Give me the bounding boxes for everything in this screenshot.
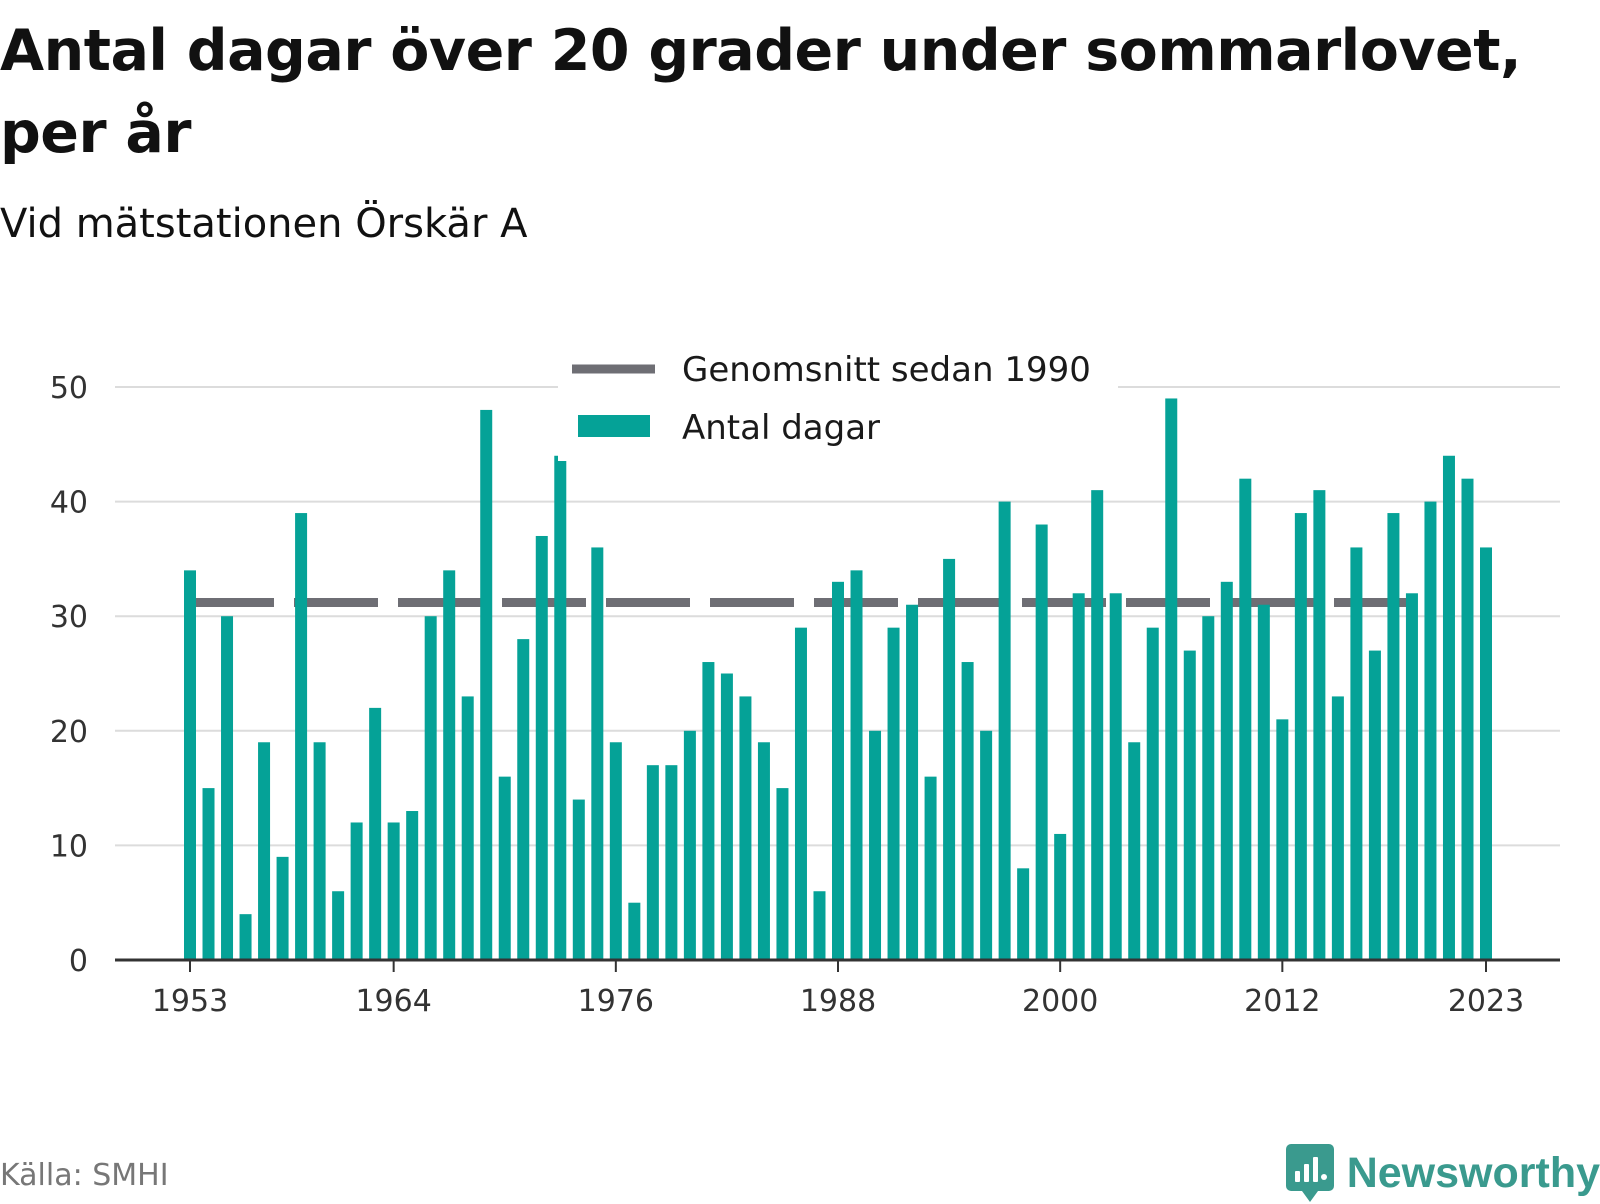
source-note: Källa: SMHI (0, 1158, 169, 1193)
bar-1997 (998, 501, 1011, 960)
bar-1988 (832, 581, 844, 960)
bar-1956 (239, 914, 252, 960)
bar-chart: 0 10 20 30 40 50 1953 1964 1976 1988 2000 2012 2023… (49, 343, 1560, 1019)
bar-1982 (720, 673, 733, 960)
bar-1963 (369, 707, 382, 960)
bar-1968 (461, 696, 474, 960)
bar-1962 (350, 822, 363, 960)
bar-1995 (961, 662, 974, 960)
bar-1972 (535, 535, 548, 960)
bar-2014 (1313, 490, 1326, 960)
bar-2007 (1183, 650, 1196, 960)
bar-2001 (1072, 593, 1085, 960)
bar-1976 (609, 742, 622, 960)
x-tick-label: 1964 (355, 984, 431, 1019)
bar-1985 (776, 788, 789, 960)
bar-1953 (184, 570, 196, 960)
bar-1984 (757, 742, 770, 960)
bar-1961 (332, 891, 345, 960)
bar-1966 (424, 616, 437, 960)
bar-1986 (794, 627, 807, 960)
legend-label-average: Genomsnitt sedan 1990 (682, 350, 1091, 390)
y-tick-label: 20 (50, 715, 88, 750)
x-tick-label: 2023 (1448, 984, 1524, 1019)
legend: Genomsnitt sedan 1990 Antal dagar (558, 343, 1118, 461)
bar-1989 (850, 570, 863, 960)
newsworthy-logo-icon (1285, 1144, 1334, 1202)
bar-2000 (1054, 833, 1067, 960)
bar-1974 (572, 799, 585, 960)
bar-2010 (1239, 478, 1252, 960)
bar-1975 (591, 547, 604, 960)
bar-1977 (628, 902, 641, 960)
bar-2008 (1202, 616, 1215, 960)
bar-1964 (387, 822, 400, 960)
bar-1958 (276, 856, 289, 960)
y-tick-label: 40 (50, 486, 88, 521)
bar-1996 (980, 730, 993, 960)
legend-label-bars: Antal dagar (682, 408, 880, 448)
bar-2009 (1220, 581, 1233, 960)
bar-1969 (480, 409, 493, 960)
y-tick-label: 50 (50, 371, 88, 406)
chart-subtitle: Vid mätstationen Örskär A (0, 201, 528, 247)
bar-2018 (1387, 513, 1400, 960)
bar-1991 (887, 627, 900, 960)
bar-1960 (313, 742, 326, 960)
bar-2016 (1350, 547, 1363, 960)
bar-1973 (554, 455, 567, 960)
legend-background (558, 343, 1118, 461)
x-tick-label: 2000 (1022, 984, 1098, 1019)
bar-1954 (202, 788, 215, 960)
bar-1994 (943, 558, 956, 960)
bar-2020 (1424, 501, 1437, 960)
bar-1978 (646, 765, 659, 960)
x-tick-label: 1976 (578, 984, 654, 1019)
y-tick-label: 30 (50, 600, 88, 635)
bar-2004 (1128, 742, 1141, 960)
y-axis-ticks: 0 10 20 30 40 50 (50, 371, 88, 979)
chart-title: Antal dagar över 20 grader under sommarl… (0, 18, 1522, 166)
y-tick-label: 10 (50, 829, 88, 864)
bar-1959 (295, 513, 308, 960)
bar-2015 (1331, 696, 1344, 960)
x-tick-label: 1988 (800, 984, 876, 1019)
bar-2003 (1109, 593, 1122, 960)
bar-1998 (1017, 868, 1030, 960)
bar-1987 (813, 891, 826, 960)
bar-2012 (1276, 719, 1289, 960)
bar-1965 (406, 811, 419, 960)
bar-1979 (665, 765, 678, 960)
bar-2022 (1461, 478, 1474, 960)
bar-1990 (869, 730, 882, 960)
legend-symbol-bars (578, 415, 650, 437)
bar-2011 (1257, 604, 1270, 960)
x-tick-label: 2012 (1244, 984, 1320, 1019)
bar-2006 (1165, 398, 1178, 961)
bar-2002 (1091, 490, 1104, 960)
bar-1999 (1035, 524, 1048, 960)
bar-1993 (924, 776, 937, 960)
x-tick-label: 1953 (152, 984, 228, 1019)
bar-1983 (739, 696, 752, 960)
bar-2017 (1368, 650, 1381, 960)
bar-1957 (258, 742, 271, 960)
bars (184, 398, 1492, 961)
y-tick-label: 0 (69, 944, 88, 979)
brand-name: Newsworthy (1346, 1148, 1600, 1197)
x-axis: 1953 1964 1976 1988 2000 2012 2023 (115, 958, 1560, 1019)
bar-1992 (906, 604, 919, 960)
bar-1970 (498, 776, 511, 960)
bar-1971 (517, 639, 530, 960)
bar-1980 (683, 730, 696, 960)
bar-1955 (221, 616, 234, 960)
bar-1967 (443, 570, 456, 960)
bar-2019 (1405, 593, 1418, 960)
bar-2021 (1442, 455, 1455, 960)
bar-2013 (1294, 513, 1307, 960)
bar-2023 (1480, 547, 1492, 960)
bar-1981 (702, 662, 715, 960)
newsworthy-brand[interactable]: Newsworthy (1285, 1142, 1600, 1204)
bar-2005 (1146, 627, 1159, 960)
